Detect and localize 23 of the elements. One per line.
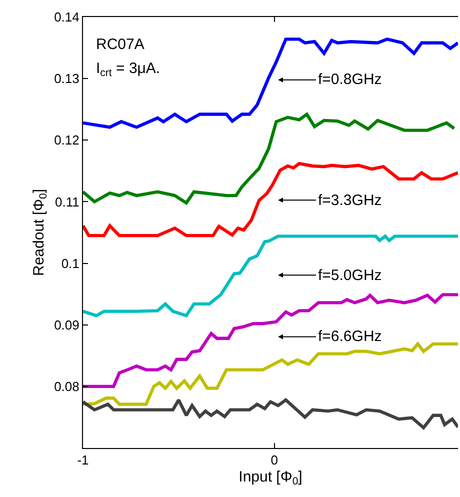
y-tick-label: 0.09 [54,317,80,332]
x-tick-label: 0 [270,452,278,468]
line-series [83,398,458,430]
y-tick-label: 0.08 [54,378,80,394]
y-tick-label: 0.14 [54,10,80,25]
annotation: f=5.0GHz [318,267,382,284]
line-series [83,162,458,238]
annotation: f=6.6GHz [318,328,382,345]
annotation: f=0.8GHz [318,71,382,88]
x-axis-title: Input [Φ$_{0}$] [238,468,302,488]
line-series [83,112,456,205]
line-series [83,234,458,318]
y-tick-label: 0.1 [61,256,80,271]
annotation: RC07A [96,36,144,53]
annotation: I$_{crt}$ = 3μA. [96,60,160,80]
x-tick-label: -1 [77,452,89,468]
y-tick-label: 0.12 [54,132,80,148]
y-tick-label: 0.13 [54,71,80,86]
line-series [83,342,458,406]
line-series [83,38,458,129]
y-tick-label: 0.11 [55,194,80,210]
annotation: f=3.3GHz [318,192,382,209]
line-series [83,293,458,388]
